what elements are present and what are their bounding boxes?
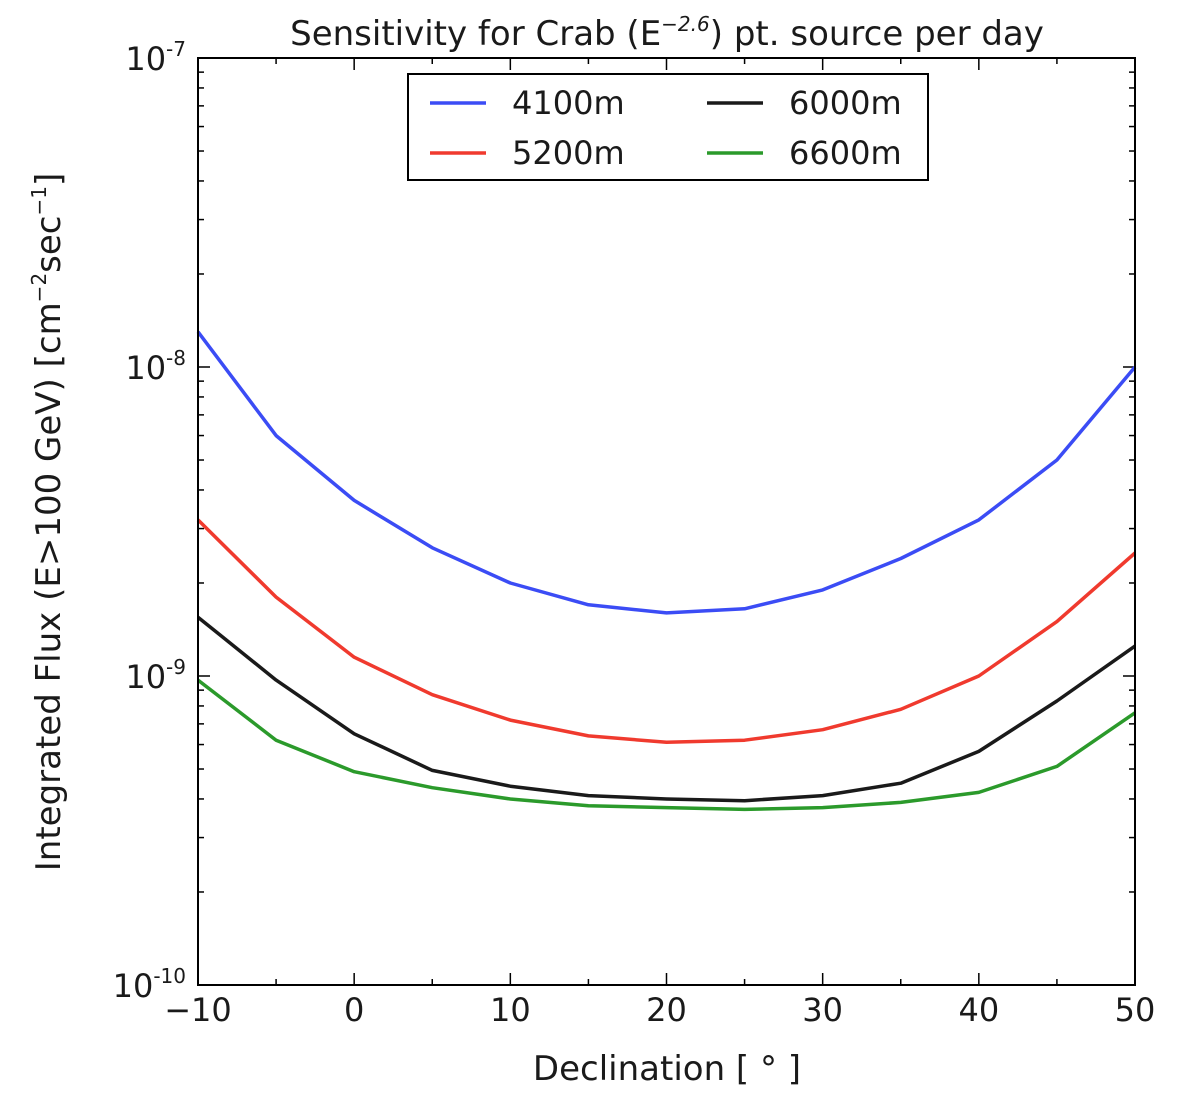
legend-box — [407, 73, 929, 181]
series-lines — [196, 330, 1137, 812]
y-tick-label: 10-7 — [125, 37, 186, 78]
y-axis-label-main: Integrated Flux (E>100 GeV) [cm — [29, 302, 69, 871]
plot-frame — [197, 57, 1136, 986]
series-line-6000m — [196, 615, 1137, 803]
y-tick-label: 10-9 — [125, 655, 186, 696]
y-tick-label: 10-10 — [113, 964, 186, 1005]
y-axis-label: Integrated Flux (E>100 GeV) [cm−2sec−1] — [27, 173, 69, 872]
y-tick-labels: 10-7 10-8 10-9 10-10 — [113, 37, 186, 1005]
series-line-6600m — [196, 678, 1136, 812]
x-tick-label: 30 — [802, 991, 843, 1029]
series-line-4100m — [196, 330, 1137, 615]
x-axis-label: Declination [ ° ] — [533, 1049, 801, 1089]
chart-title-exponent: −2.6 — [661, 12, 710, 36]
y-axis-label-end: ] — [29, 173, 69, 186]
chart-title-prefix: Sensitivity for Crab (E — [290, 14, 661, 54]
y-tick-label: 10-8 — [125, 346, 186, 387]
legend: 4100m 5200m 6000m 6600m — [407, 73, 929, 181]
x-tick-labels: −10 0 10 20 30 40 50 — [164, 991, 1155, 1029]
legend-label-6000m: 6000m — [789, 84, 902, 122]
x-tick-label: 20 — [646, 991, 687, 1029]
plot-area — [198, 58, 1135, 985]
legend-label-5200m: 5200m — [512, 134, 625, 172]
legend-label-4100m: 4100m — [512, 84, 625, 122]
series-line-5200m — [196, 518, 1137, 745]
x-tick-label: 40 — [958, 991, 999, 1029]
x-tick-label: 10 — [490, 991, 531, 1029]
x-tick-label: −10 — [164, 991, 232, 1029]
legend-label-6600m: 6600m — [789, 134, 902, 172]
chart-title-suffix: ) pt. source per day — [710, 14, 1044, 54]
y-axis-label-exp1: −2 — [27, 273, 51, 302]
x-tick-label: 0 — [344, 991, 364, 1029]
x-tick-label: 50 — [1115, 991, 1156, 1029]
chart-title: Sensitivity for Crab (E−2.6) pt. source … — [290, 12, 1044, 54]
y-axis-label-mid: sec — [29, 215, 69, 272]
y-axis-label-exp2: −1 — [27, 186, 51, 215]
